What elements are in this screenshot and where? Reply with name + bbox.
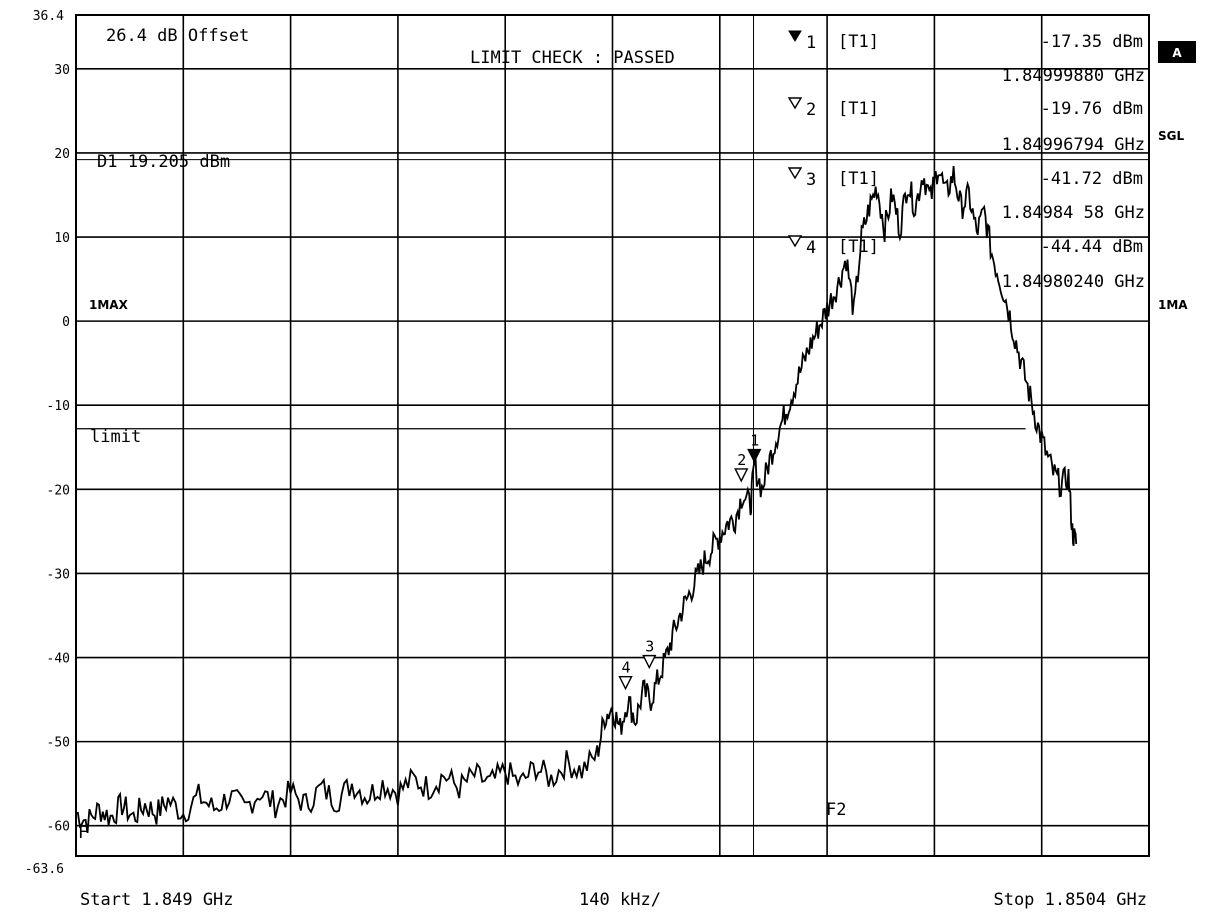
trace-mode-right-label: 1MA xyxy=(1158,298,1188,312)
y-tick-label: 10 xyxy=(54,231,70,246)
spectrum-trace xyxy=(75,165,1078,834)
limit-check-label: LIMIT CHECK : PASSED xyxy=(470,48,675,68)
offset-label: 26.4 dB Offset xyxy=(106,26,249,46)
marker-3-id: 3 xyxy=(806,170,816,190)
y-tick-label: -50 xyxy=(47,736,70,751)
y-tick-label: -10 xyxy=(47,399,70,414)
marker-3-trace: [T1] xyxy=(838,169,879,189)
y-tick-label: 20 xyxy=(54,147,70,162)
marker-3-level: -41.72 dBm xyxy=(1041,169,1143,189)
marker-3-symbol-open xyxy=(787,167,803,180)
start-frequency-label: Start 1.849 GHz xyxy=(80,890,234,910)
display-line-label: D1 19.205 dBm xyxy=(97,152,230,172)
stop-frequency-label: Stop 1.8504 GHz xyxy=(993,890,1147,910)
y-tick-label: -40 xyxy=(47,652,70,667)
marker-1-trace: [T1] xyxy=(838,32,879,52)
marker-table: 1 [T1] -17.35 dBm 1.84999880 GHz 2 [T1] … xyxy=(787,30,1145,292)
marker-2-level: -19.76 dBm xyxy=(1041,99,1143,119)
y-bottom-label: -63.6 xyxy=(25,862,64,877)
trace-marker-1-symbol xyxy=(747,448,762,464)
marker-2-id: 2 xyxy=(806,100,816,120)
marker-1-freq: 1.84999880 GHz xyxy=(1002,66,1145,86)
trace-marker-4-label: 4 xyxy=(622,659,631,677)
limit-line-label: limit xyxy=(90,427,141,447)
marker-1-level: -17.35 dBm xyxy=(1041,32,1143,52)
f-marker-label: F xyxy=(78,823,88,843)
trace-marker-3-label: 3 xyxy=(645,638,654,656)
marker-4-level: -44.44 dBm xyxy=(1041,237,1143,257)
y-tick-label: -60 xyxy=(47,820,70,835)
marker-row-2: 2 [T1] -19.76 dBm 1.84996794 GHz xyxy=(787,97,1145,155)
marker-2-trace: [T1] xyxy=(838,99,879,119)
trace-a-label: A xyxy=(1172,46,1182,60)
trace-marker-3-symbol xyxy=(642,654,657,670)
trace-marker-2-symbol xyxy=(734,468,749,483)
marker-1-id: 1 xyxy=(806,33,816,53)
y-tick-labels: 30 20 10 0 -10 -20 -30 -40 -50 -60 xyxy=(47,63,70,835)
y-tick-label: 30 xyxy=(54,63,70,78)
marker-row-3: 3 [T1] -41.72 dBm 1.84984 58 GHz xyxy=(787,167,1145,223)
marker-4-trace: [T1] xyxy=(838,237,879,257)
marker-4-freq: 1.84980240 GHz xyxy=(1002,272,1145,292)
y-top-label: 36.4 xyxy=(33,9,64,24)
f2-line-label: F2 xyxy=(826,800,846,820)
marker-row-4: 4 [T1] -44.44 dBm 1.84980240 GHz xyxy=(787,235,1145,292)
trace-a-box xyxy=(1158,41,1196,63)
grid xyxy=(76,15,1149,856)
y-tick-label: -20 xyxy=(47,483,70,498)
marker-4-symbol-open xyxy=(787,235,803,248)
sweep-mode-label: SGL xyxy=(1158,129,1184,143)
marker-row-1: 1 [T1] -17.35 dBm 1.84999880 GHz xyxy=(788,30,1145,86)
trace-marker-2-label: 2 xyxy=(737,451,746,469)
y-tick-label: 0 xyxy=(62,315,70,330)
span-per-division-label: 140 kHz/ xyxy=(579,890,661,910)
trace-marker-1-label: 1 xyxy=(750,432,759,450)
marker-2-symbol-open xyxy=(787,97,803,110)
y-tick-label: -30 xyxy=(47,567,70,582)
trace-marker-4-symbol xyxy=(618,675,633,691)
marker-2-freq: 1.84996794 GHz xyxy=(1002,135,1145,155)
marker-1-symbol-filled xyxy=(788,30,802,42)
marker-4-id: 4 xyxy=(806,238,816,258)
trace-mode-label: 1MAX xyxy=(89,298,129,312)
trace-markers: 12 34 xyxy=(618,432,762,691)
marker-3-freq: 1.84984 58 GHz xyxy=(1002,203,1145,223)
